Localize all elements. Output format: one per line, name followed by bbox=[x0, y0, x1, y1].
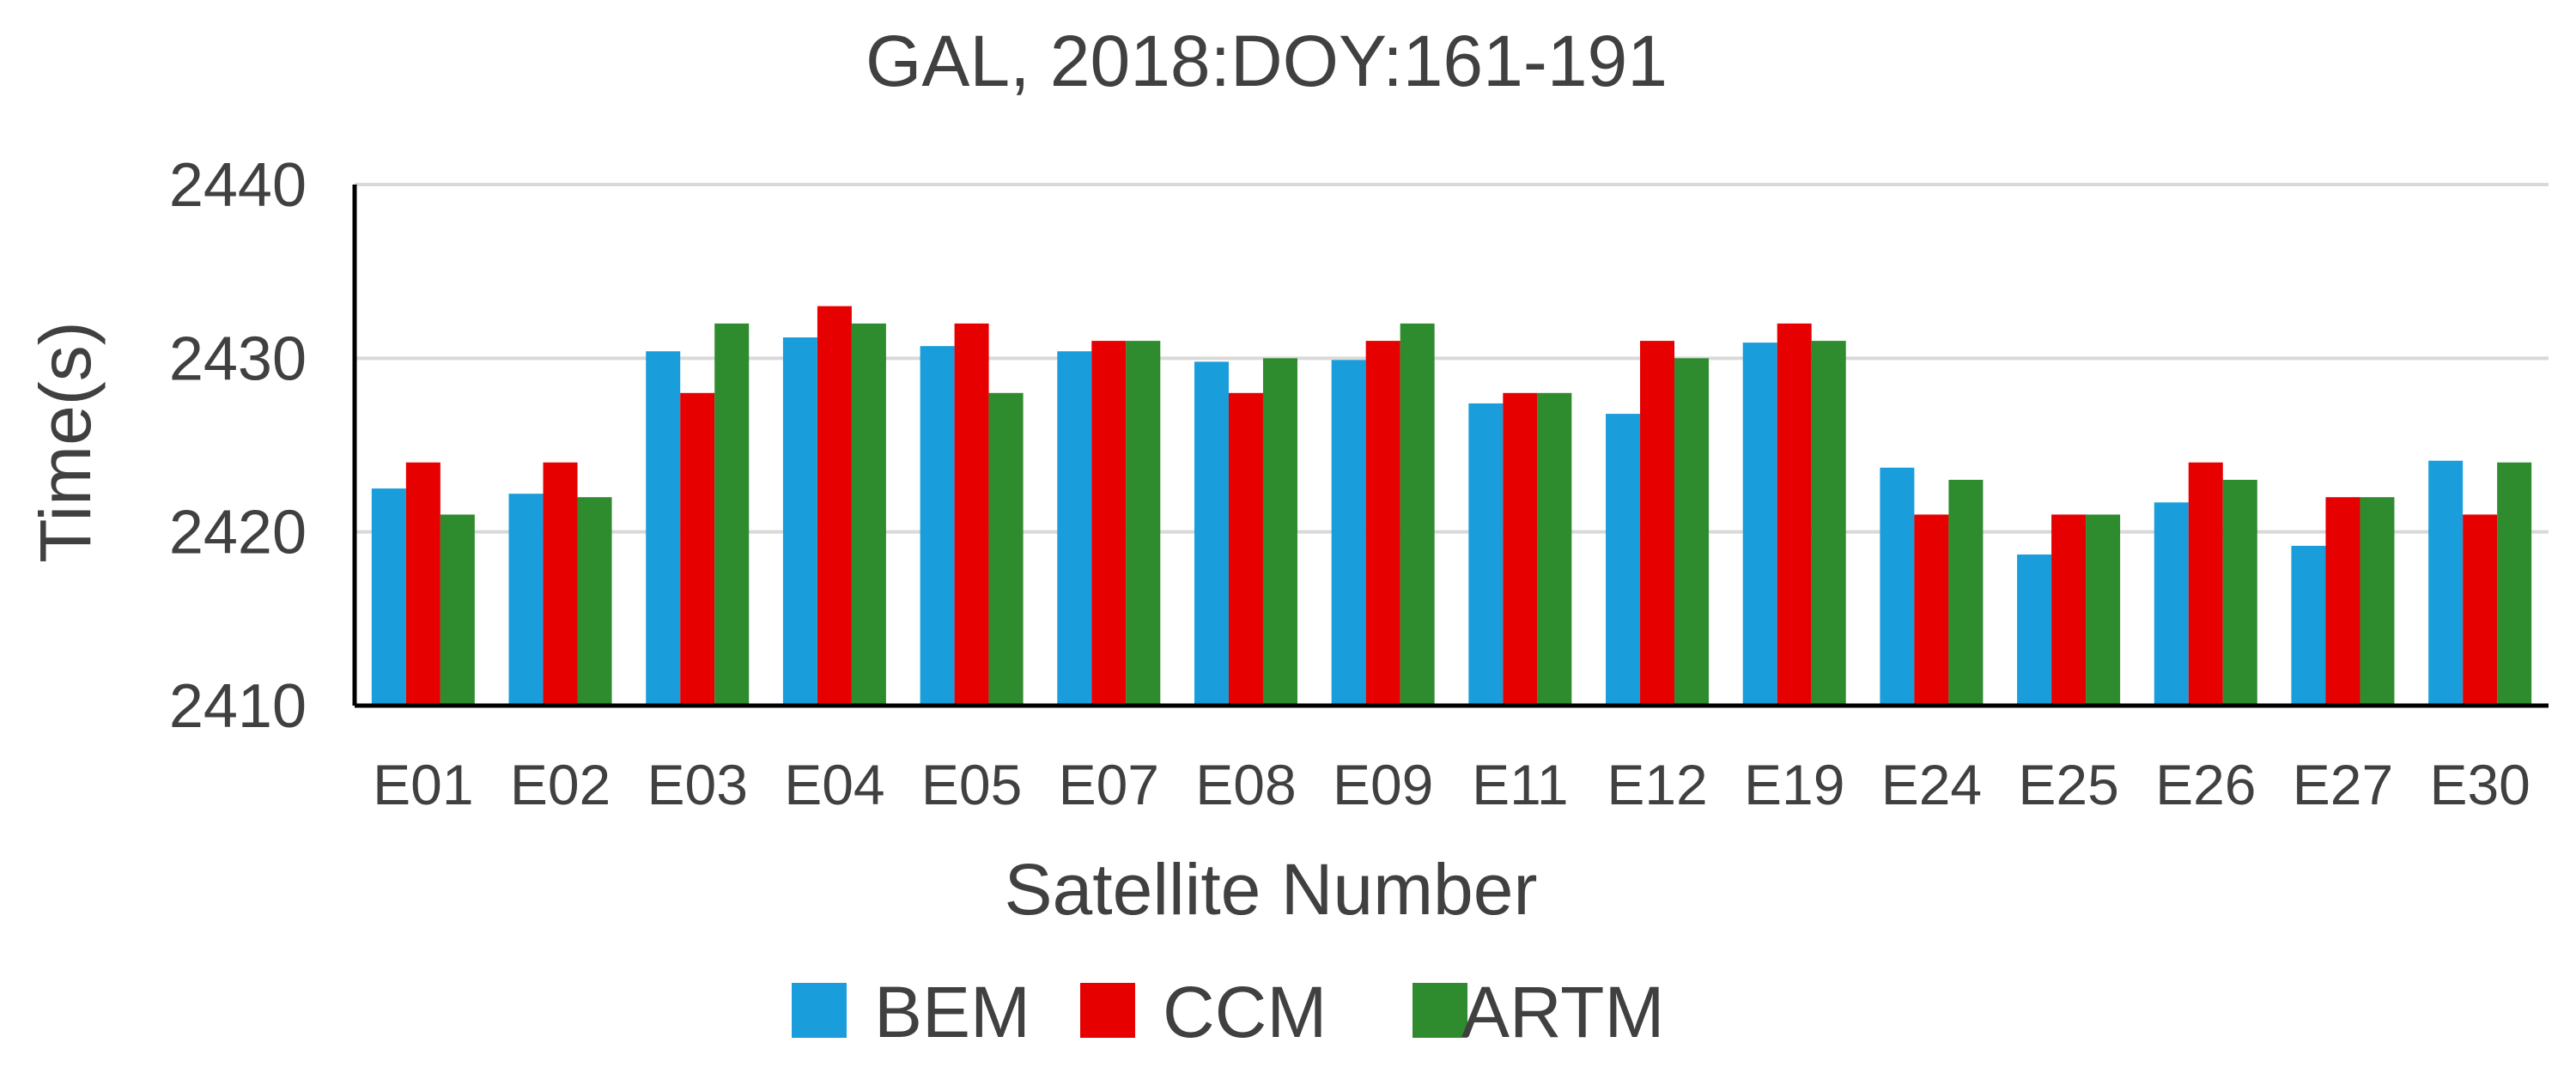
x-tick-label: E30 bbox=[2429, 753, 2530, 816]
bar-artm-e03 bbox=[714, 323, 750, 706]
x-tick-label: E27 bbox=[2293, 753, 2393, 816]
bar-ccm-e05 bbox=[954, 323, 989, 706]
bar-ccm-e11 bbox=[1503, 392, 1538, 706]
x-tick-label: E02 bbox=[510, 753, 611, 816]
bar-ccm-e25 bbox=[2051, 514, 2087, 706]
y-tick-label: 2440 bbox=[169, 151, 307, 220]
bar-bem-e12 bbox=[1606, 414, 1641, 706]
bar-ccm-e08 bbox=[1228, 392, 1263, 706]
bar-bem-e26 bbox=[2154, 502, 2189, 706]
bar-ccm-e03 bbox=[680, 392, 715, 706]
x-tick-label: E09 bbox=[1333, 753, 1433, 816]
bar-bem-e25 bbox=[2017, 554, 2052, 706]
bar-artm-e04 bbox=[851, 323, 886, 706]
legend: BEM CCM ARTM bbox=[792, 972, 1664, 1052]
bar-ccm-e09 bbox=[1365, 341, 1400, 706]
x-tick-label: E12 bbox=[1607, 753, 1707, 816]
legend-label-ccm: CCM bbox=[1163, 972, 1327, 1052]
bar-ccm-e19 bbox=[1777, 323, 1812, 706]
bar-artm-e30 bbox=[2497, 462, 2532, 706]
bar-artm-e24 bbox=[1948, 479, 1984, 706]
bar-bem-e24 bbox=[1880, 467, 1915, 706]
bar-artm-e11 bbox=[1537, 392, 1572, 706]
legend-label-bem: BEM bbox=[874, 972, 1030, 1052]
bar-ccm-e02 bbox=[543, 462, 578, 706]
bar-bem-e02 bbox=[508, 494, 544, 706]
bar-artm-e01 bbox=[440, 514, 475, 706]
bar-ccm-e01 bbox=[405, 462, 440, 706]
bar-bem-e01 bbox=[371, 488, 406, 706]
bar-ccm-e24 bbox=[1914, 514, 1949, 706]
bar-artm-e25 bbox=[2086, 514, 2121, 706]
bar-artm-e27 bbox=[2360, 497, 2395, 706]
x-tick-label: E24 bbox=[1881, 753, 1982, 816]
bar-artm-e26 bbox=[2222, 479, 2257, 706]
bar-ccm-e27 bbox=[2325, 497, 2360, 706]
bar-bem-e09 bbox=[1331, 360, 1366, 706]
bar-ccm-e12 bbox=[1640, 341, 1675, 706]
bar-artm-e12 bbox=[1674, 358, 1710, 706]
bar-artm-e08 bbox=[1262, 358, 1297, 706]
bar-artm-e19 bbox=[1811, 341, 1846, 706]
bars bbox=[371, 306, 2532, 706]
bar-bem-e04 bbox=[782, 337, 817, 706]
x-axis-label: Satellite Number bbox=[1005, 849, 1538, 930]
bar-bem-e03 bbox=[646, 351, 681, 706]
x-tick-label: E08 bbox=[1195, 753, 1296, 816]
bar-bem-e11 bbox=[1468, 403, 1504, 706]
y-tick-labels: 2410 2420 2430 2440 bbox=[169, 151, 307, 741]
x-tick-labels: E01 E02 E03 E04 E05 E07 E08 E09 E11 E12 E19 E24 E25 E… bbox=[373, 753, 2530, 816]
x-tick-label: E19 bbox=[1744, 753, 1844, 816]
y-axis-label: Time(s) bbox=[25, 321, 106, 563]
x-tick-label: E04 bbox=[784, 753, 884, 816]
bar-artm-e02 bbox=[577, 497, 612, 706]
chart-title: GAL, 2018:DOY:161-191 bbox=[866, 21, 1668, 101]
legend-swatch-bem bbox=[792, 983, 847, 1038]
legend-swatch-artm bbox=[1413, 983, 1467, 1038]
x-tick-label: E01 bbox=[373, 753, 473, 816]
x-tick-label: E03 bbox=[647, 753, 748, 816]
bar-ccm-e07 bbox=[1091, 341, 1127, 706]
legend-label-artm: ARTM bbox=[1461, 972, 1664, 1052]
bar-artm-e07 bbox=[1126, 341, 1161, 706]
bar-bem-e27 bbox=[2291, 545, 2326, 706]
bar-ccm-e26 bbox=[2188, 462, 2223, 706]
x-tick-label: E07 bbox=[1059, 753, 1159, 816]
bar-ccm-e04 bbox=[817, 306, 852, 706]
bar-bem-e08 bbox=[1194, 361, 1229, 706]
y-tick-label: 2420 bbox=[169, 499, 307, 567]
x-tick-label: E25 bbox=[2018, 753, 2118, 816]
bar-artm-e09 bbox=[1400, 323, 1435, 706]
x-tick-label: E26 bbox=[2155, 753, 2256, 816]
bar-ccm-e30 bbox=[2463, 514, 2498, 706]
legend-swatch-ccm bbox=[1080, 983, 1135, 1038]
bar-bem-e30 bbox=[2428, 460, 2464, 706]
bar-artm-e05 bbox=[988, 392, 1024, 706]
x-tick-label: E11 bbox=[1472, 753, 1569, 816]
x-tick-label: E05 bbox=[921, 753, 1022, 816]
axes bbox=[352, 185, 2549, 708]
y-tick-label: 2410 bbox=[169, 672, 307, 741]
bar-bem-e19 bbox=[1742, 343, 1777, 706]
y-tick-label: 2430 bbox=[169, 324, 307, 393]
bar-bem-e07 bbox=[1057, 351, 1092, 706]
bar-bem-e05 bbox=[920, 346, 955, 706]
